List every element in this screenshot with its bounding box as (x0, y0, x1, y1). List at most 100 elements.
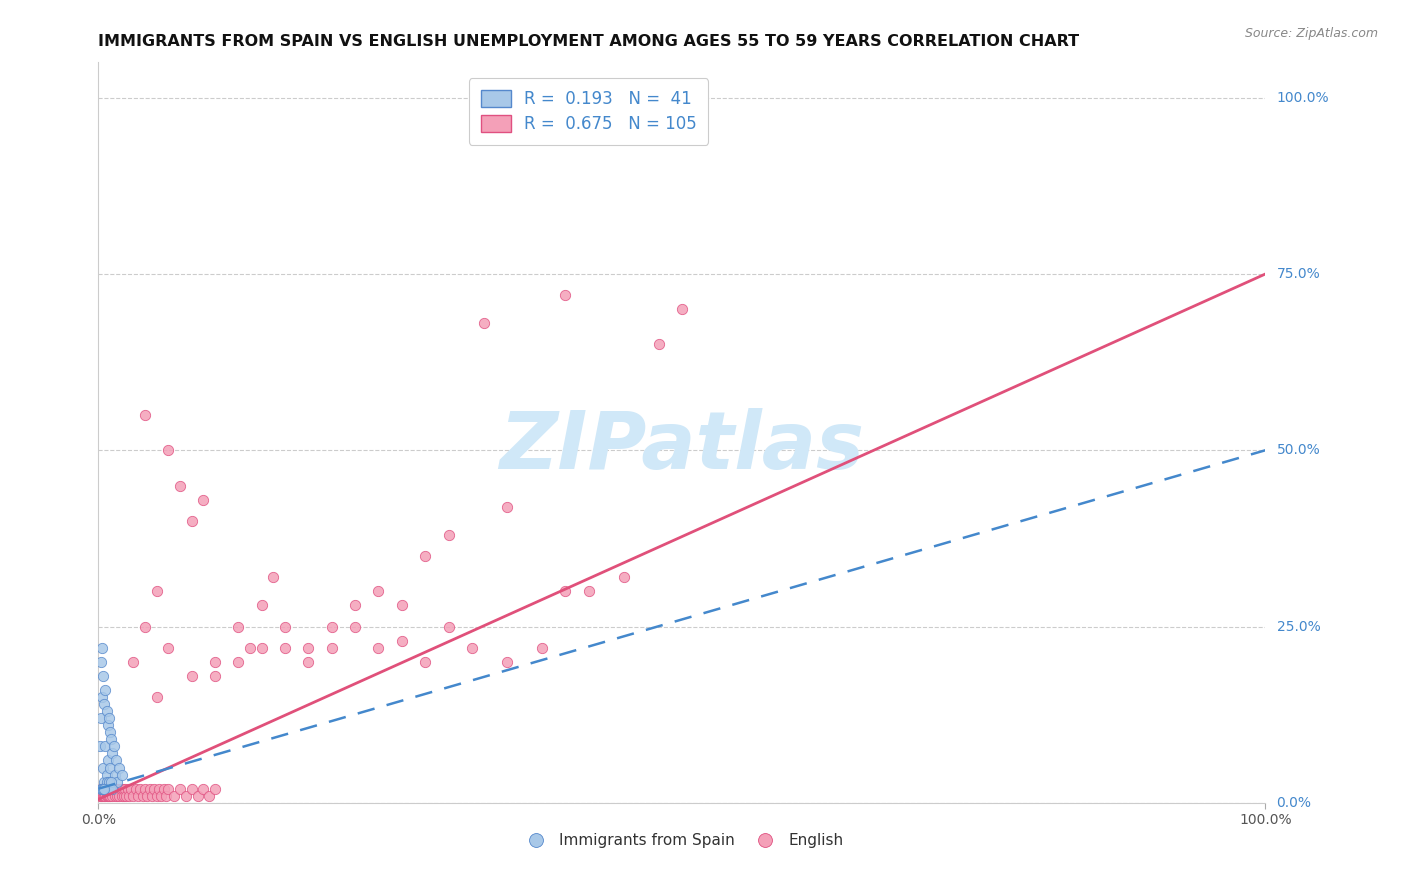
Point (97, 774, 120, 789)
Point (93, 697, 115, 711)
Point (157, 443, 180, 458)
Point (97, 754, 120, 768)
Point (111, 789, 134, 803)
Point (96, 774, 118, 789)
Point (100, 781, 122, 796)
Point (413, 549, 436, 563)
Point (98, 781, 121, 796)
Point (297, 655, 319, 669)
Point (321, 619, 343, 633)
Point (187, 789, 209, 803)
Point (94, 789, 117, 803)
Point (101, 747, 124, 761)
Point (97, 781, 120, 796)
Point (89, 739, 111, 754)
Point (146, 789, 169, 803)
Point (554, 288, 576, 302)
Point (104, 789, 127, 803)
Point (239, 640, 262, 655)
Point (97, 789, 120, 803)
Point (274, 619, 297, 633)
Point (143, 781, 166, 796)
Point (97, 781, 120, 796)
Point (93, 781, 115, 796)
Point (321, 640, 343, 655)
Point (141, 789, 163, 803)
Point (111, 767, 134, 781)
Point (90, 781, 112, 796)
Point (105, 789, 128, 803)
Point (193, 492, 215, 507)
Point (104, 754, 127, 768)
Point (90, 789, 112, 803)
Point (100, 732, 122, 747)
Point (204, 669, 226, 683)
Text: 75.0%: 75.0% (1277, 267, 1320, 281)
Point (120, 781, 142, 796)
Point (107, 781, 129, 796)
Point (136, 789, 159, 803)
Point (89, 789, 111, 803)
Point (90, 711, 112, 725)
Point (96, 767, 118, 781)
Point (104, 767, 127, 781)
Point (101, 781, 124, 796)
Point (122, 655, 145, 669)
Point (94, 781, 117, 796)
Point (391, 599, 413, 613)
Point (461, 640, 484, 655)
Text: Source: ZipAtlas.com: Source: ZipAtlas.com (1244, 27, 1378, 40)
Point (250, 640, 273, 655)
Point (274, 640, 297, 655)
Point (146, 690, 169, 704)
Point (169, 781, 191, 796)
Point (134, 619, 156, 633)
Point (496, 655, 519, 669)
Text: 50.0%: 50.0% (1277, 443, 1320, 458)
Point (98, 725, 121, 739)
Point (554, 584, 576, 599)
Point (647, 337, 669, 351)
Point (93, 781, 115, 796)
Point (94, 781, 117, 796)
Point (97, 774, 120, 789)
Point (578, 584, 600, 599)
Point (391, 633, 413, 648)
Point (108, 789, 131, 803)
Point (96, 781, 118, 796)
Point (150, 789, 173, 803)
Point (180, 669, 202, 683)
Point (132, 789, 155, 803)
Point (163, 789, 186, 803)
Point (90, 781, 112, 796)
Point (104, 781, 127, 796)
Point (204, 781, 226, 796)
Point (127, 789, 149, 803)
Point (103, 781, 125, 796)
Point (97, 718, 120, 732)
Point (118, 789, 141, 803)
Point (94, 739, 117, 754)
Point (148, 781, 170, 796)
Point (157, 640, 180, 655)
Point (496, 500, 519, 514)
Point (228, 655, 250, 669)
Point (125, 781, 148, 796)
Point (530, 640, 553, 655)
Point (155, 789, 177, 803)
Point (180, 514, 202, 528)
Point (94, 683, 117, 698)
Point (98, 781, 121, 796)
Point (90, 655, 112, 669)
Point (93, 774, 115, 789)
Point (157, 781, 180, 796)
Text: 0.0%: 0.0% (1277, 796, 1312, 810)
Text: IMMIGRANTS FROM SPAIN VS ENGLISH UNEMPLOYMENT AMONG AGES 55 TO 59 YEARS CORRELAT: IMMIGRANTS FROM SPAIN VS ENGLISH UNEMPLO… (98, 34, 1080, 49)
Point (103, 739, 125, 754)
Point (91, 781, 114, 796)
Point (180, 781, 202, 796)
Point (198, 789, 221, 803)
Point (134, 408, 156, 422)
Point (91, 669, 114, 683)
Legend: Immigrants from Spain, English: Immigrants from Spain, English (515, 827, 849, 855)
